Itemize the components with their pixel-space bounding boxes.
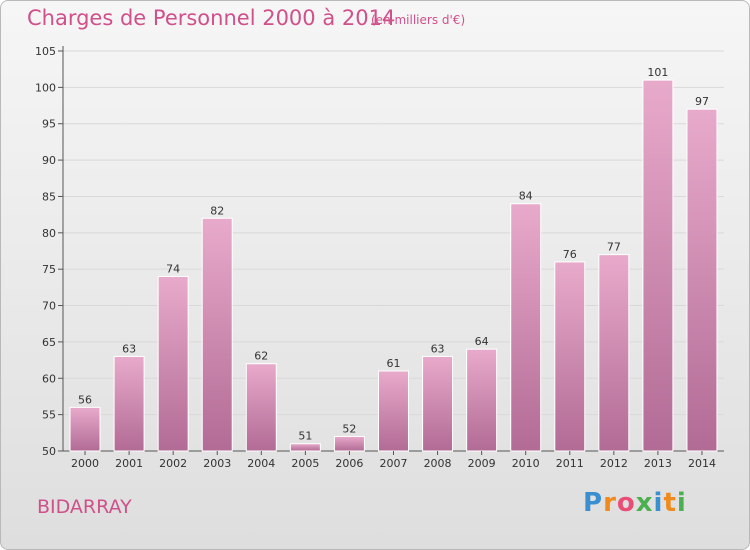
- value-label-2014: 97: [695, 95, 709, 108]
- x-tick-label-2012: 2012: [600, 457, 628, 470]
- y-tick-label: 50: [42, 445, 56, 458]
- bar-2001: [113, 355, 145, 452]
- value-label-2001: 63: [122, 342, 136, 355]
- bar-2004: [245, 363, 277, 452]
- value-label-2010: 84: [519, 190, 533, 203]
- y-tick-label: 105: [35, 45, 56, 58]
- x-tick-label-2007: 2007: [380, 457, 408, 470]
- chart-subtitle: (en milliers d'€): [371, 13, 466, 27]
- x-tick-label-2003: 2003: [203, 457, 231, 470]
- bar-2008: [422, 355, 454, 452]
- logo-letter: o: [616, 488, 636, 518]
- value-label-2011: 76: [563, 248, 577, 261]
- y-tick-label: 60: [42, 372, 56, 385]
- value-label-2007: 61: [387, 357, 401, 370]
- x-tick-label-2011: 2011: [556, 457, 584, 470]
- y-tick-label: 90: [42, 154, 56, 167]
- logo-letter: i: [676, 488, 687, 518]
- value-label-2008: 63: [431, 342, 445, 355]
- value-labels: 56 63 74 82 62 51 52 61 63 64 84 76 77 101 97: [78, 66, 709, 443]
- commune-name: BIDARRAY: [37, 496, 132, 518]
- y-tick-label: 95: [42, 118, 56, 131]
- bar-2000: [69, 406, 101, 452]
- x-ticks: 2000 2001 2002 2003 2004 2005 2006 2007 2008 2009…: [71, 451, 716, 470]
- x-tick-label-2005: 2005: [291, 457, 319, 470]
- y-tick-label: 85: [42, 190, 56, 203]
- x-tick-label-2008: 2008: [424, 457, 452, 470]
- bars-group: [69, 79, 718, 452]
- logo-letter: r: [603, 488, 617, 518]
- value-label-2000: 56: [78, 393, 92, 406]
- logo-letter: x: [635, 488, 654, 518]
- value-label-2004: 62: [254, 350, 268, 363]
- value-label-2002: 74: [166, 262, 180, 275]
- bar-2012: [598, 254, 630, 452]
- x-tick-label-2002: 2002: [159, 457, 187, 470]
- logo-letter: P: [583, 488, 604, 518]
- value-label-2005: 51: [298, 430, 312, 443]
- y-tick-label: 75: [42, 263, 56, 276]
- x-tick-label-2006: 2006: [335, 457, 363, 470]
- y-tick-label: 70: [42, 300, 56, 313]
- y-tick-label: 55: [42, 409, 56, 422]
- chart-title: Charges de Personnel 2000 à 2014: [27, 6, 396, 30]
- value-label-2006: 52: [342, 422, 356, 435]
- bar-2009: [466, 348, 498, 452]
- bar-2010: [510, 203, 542, 452]
- y-tick-label: 80: [42, 227, 56, 240]
- bar-2011: [554, 261, 586, 452]
- bar-2003: [201, 217, 233, 452]
- bar-2014: [686, 108, 718, 452]
- x-tick-label-2013: 2013: [644, 457, 672, 470]
- y-ticks: 50 55 60 65 70 75 80 85 90 95 100 105: [35, 45, 63, 458]
- x-tick-label-2000: 2000: [71, 457, 99, 470]
- y-tick-label: 65: [42, 336, 56, 349]
- bar-2002: [157, 275, 189, 452]
- value-label-2003: 82: [210, 204, 224, 217]
- y-tick-label: 100: [35, 81, 56, 94]
- x-tick-label-2010: 2010: [512, 457, 540, 470]
- logo-letter: t: [663, 488, 677, 518]
- bar-2007: [378, 370, 409, 452]
- bar-2005: [289, 443, 321, 452]
- proxiti-logo: Proxiti: [583, 488, 687, 518]
- bar-2006: [333, 435, 365, 452]
- x-tick-label-2009: 2009: [468, 457, 496, 470]
- logo-letter: i: [653, 488, 664, 518]
- x-tick-label-2014: 2014: [688, 457, 716, 470]
- value-label-2013: 101: [647, 66, 668, 79]
- bar-2013: [642, 79, 674, 452]
- x-tick-label-2004: 2004: [247, 457, 275, 470]
- value-label-2012: 77: [607, 241, 621, 254]
- value-label-2009: 64: [475, 335, 489, 348]
- x-tick-label-2001: 2001: [115, 457, 143, 470]
